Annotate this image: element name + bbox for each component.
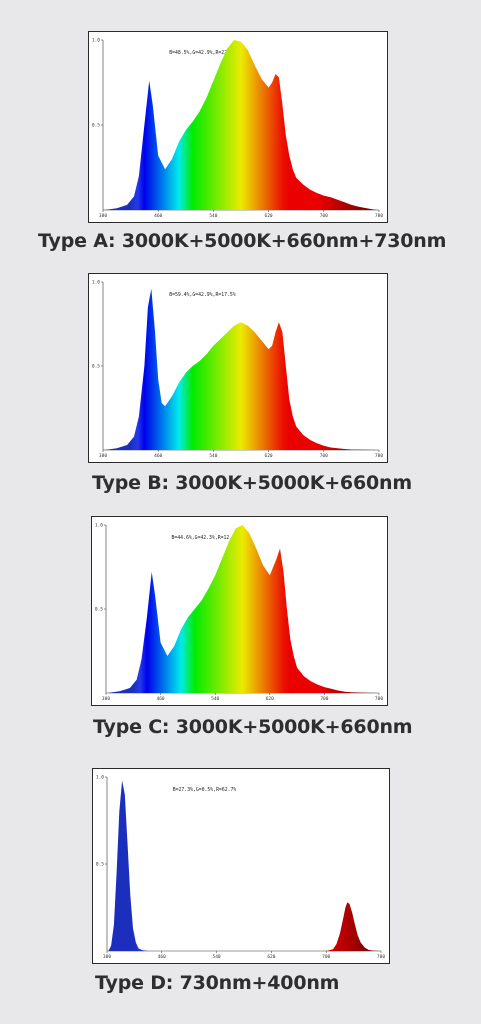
x-tick-label: 380	[102, 696, 110, 702]
x-tick-label: 380	[99, 453, 107, 459]
x-tick-label: 460	[154, 453, 162, 459]
x-tick-label: 620	[265, 453, 273, 459]
ratio-annotation: B=48.5%,G=42.9%,R=22.9%	[169, 50, 236, 56]
x-tick-label: 380	[103, 954, 111, 960]
x-tick-label: 540	[209, 453, 217, 459]
x-tick-label: 620	[265, 213, 273, 219]
y-tick-label: 0.5	[92, 364, 100, 370]
y-tick-label: 1.0	[92, 280, 100, 286]
y-tick-label: 0.5	[92, 123, 100, 129]
caption-d: Type D: 730nm+400nm	[95, 972, 340, 994]
chart-svg: 380 460 540 620 700 780 1.0 0.5 B=44.6%,G=42.3%,…	[95, 523, 383, 703]
ratio-annotation: B=44.6%,G=42.3%,R=12.8%	[172, 535, 239, 541]
x-tick-label: 700	[320, 696, 328, 702]
chart-svg: 380 460 540 620 700 780 1.0 0.5 B=59.4%,G=42.9%,…	[92, 280, 383, 460]
x-tick-label: 780	[377, 954, 385, 960]
x-tick-label: 540	[209, 213, 217, 219]
x-tick-label: 540	[211, 696, 219, 702]
x-tick-label: 780	[375, 453, 383, 459]
x-tick-label: 460	[157, 696, 165, 702]
caption-a: Type A: 3000K+5000K+660nm+730nm	[38, 230, 447, 252]
x-tick-label: 460	[154, 213, 162, 219]
x-tick-label: 540	[213, 954, 221, 960]
x-tick-label: 700	[320, 453, 328, 459]
x-tick-label: 780	[375, 696, 383, 702]
chart-c: 380 460 540 620 700 780 1.0 0.5 B=44.6%,G=42.3%,…	[91, 516, 388, 706]
y-tick-label: 0.5	[95, 607, 103, 613]
spectrum-area	[104, 288, 378, 450]
x-tick-label: 380	[99, 213, 107, 219]
x-tick-label: 700	[320, 213, 328, 219]
x-tick-label: 620	[267, 954, 275, 960]
ratio-annotation: B=59.4%,G=42.9%,R=17.5%	[169, 292, 236, 298]
chart-b: 380 460 540 620 700 780 1.0 0.5 B=59.4%,G=42.9%,…	[88, 273, 388, 463]
ratio-annotation: B=27.3%,G=0.5%,R=62.7%	[173, 787, 237, 793]
x-tick-label: 460	[158, 954, 166, 960]
caption-b: Type B: 3000K+5000K+660nm	[92, 472, 412, 494]
x-tick-label: 780	[375, 213, 383, 219]
data-points	[108, 780, 380, 951]
y-tick-label: 1.0	[95, 523, 103, 529]
chart-svg: 380 460 540 620 700 780 1.0 0.5 B=27.3%,G=0.5%,R…	[96, 775, 385, 961]
x-tick-label: 620	[266, 696, 274, 702]
spectrum-area	[108, 780, 380, 951]
chart-svg: 380 460 540 620 700 780 1.0 0.5 B=48.5%,G=42.9%,…	[92, 38, 383, 220]
y-tick-label: 0.5	[96, 862, 104, 868]
y-tick-label: 1.0	[96, 775, 104, 781]
x-tick-label: 700	[322, 954, 330, 960]
chart-a: 380 460 540 620 700 780 1.0 0.5 B=48.5%,G=42.9%,…	[88, 31, 388, 223]
y-tick-label: 1.0	[92, 38, 100, 44]
caption-c: Type C: 3000K+5000K+660nm	[93, 716, 413, 738]
spectrum-area	[104, 40, 378, 210]
chart-d: 380 460 540 620 700 780 1.0 0.5 B=27.3%,G=0.5%,R…	[92, 768, 390, 964]
spectrum-area	[107, 525, 378, 693]
